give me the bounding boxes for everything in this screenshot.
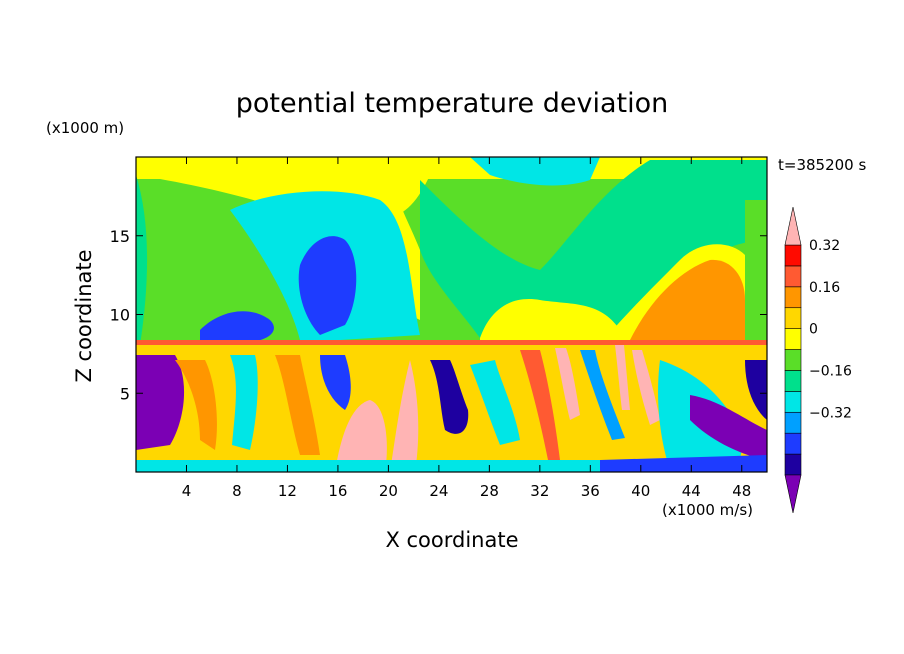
field-region	[520, 350, 560, 460]
x-ticks: 4 8 12 16 20 24 28 32 36 40 44 48	[182, 157, 751, 500]
x-tick-label: 40	[631, 482, 650, 500]
x-tick-label: 20	[379, 482, 398, 500]
field-region	[745, 200, 767, 345]
colorbar-tick-label: 0.32	[809, 238, 840, 254]
x-axis-unit: (x1000 m/s)	[662, 501, 754, 519]
y-ticks: 5 10 15	[110, 227, 767, 403]
x-tick-label: 4	[182, 482, 192, 500]
field-region	[430, 360, 469, 434]
x-tick-label: 44	[682, 482, 701, 500]
field-region	[615, 345, 630, 410]
field-region	[175, 360, 217, 450]
y-axis-unit: (x1000 m)	[46, 119, 125, 137]
x-tick-label: 32	[530, 482, 549, 500]
field-region	[136, 157, 500, 217]
field-region	[136, 340, 767, 345]
colorbar-band	[784, 411, 802, 434]
field-region	[630, 259, 745, 340]
y-tick-label: 5	[120, 384, 130, 403]
x-tick-label: 12	[278, 482, 297, 500]
field-region	[580, 350, 625, 440]
colorbar-extend-low	[784, 474, 802, 514]
y-tick-label: 15	[110, 227, 130, 246]
colorbar-band	[784, 244, 802, 267]
field-region	[136, 355, 185, 450]
colorbar-band	[784, 349, 802, 371]
colorbar: −0.32 −0.16 0 0.16 0.32	[784, 206, 852, 514]
field-region	[470, 360, 520, 445]
x-tick-label: 8	[232, 482, 242, 500]
colorbar-tick-label: −0.16	[809, 363, 852, 379]
contour-field	[136, 157, 767, 472]
x-tick-label: 16	[328, 482, 347, 500]
field-region	[275, 355, 320, 455]
field-region	[320, 355, 351, 410]
colorbar-band	[784, 265, 802, 288]
y-tick-label: 10	[110, 306, 130, 325]
x-axis-label: X coordinate	[385, 528, 519, 552]
colorbar-tick-label: −0.32	[809, 405, 852, 421]
field-region	[230, 355, 258, 450]
time-label: t=385200 s	[778, 156, 867, 174]
colorbar-band	[784, 286, 802, 309]
field-region	[136, 175, 148, 345]
field-region	[200, 311, 274, 342]
chart-title: potential temperature deviation	[235, 88, 669, 119]
field-region	[390, 360, 419, 472]
field-region	[420, 160, 767, 338]
x-tick-label: 48	[732, 482, 751, 500]
colorbar-band	[784, 370, 802, 392]
x-tick-label: 24	[429, 482, 448, 500]
field-region	[600, 455, 767, 472]
x-tick-label: 28	[480, 482, 499, 500]
field-region	[298, 236, 357, 335]
colorbar-band	[784, 328, 802, 350]
field-region	[480, 299, 620, 340]
field-region	[690, 395, 767, 460]
field-region	[555, 348, 580, 420]
colorbar-band	[784, 432, 802, 455]
x-tick-label: 36	[581, 482, 600, 500]
colorbar-band	[784, 391, 802, 413]
field-region	[632, 350, 660, 425]
colorbar-band	[784, 453, 802, 476]
field-region	[470, 157, 600, 186]
colorbar-band	[784, 307, 802, 329]
colorbar-extend-high	[784, 206, 802, 246]
colorbar-tick-label: 0.16	[809, 280, 840, 296]
field-region	[335, 400, 387, 472]
field-region	[745, 360, 767, 420]
colorbar-tick-label: 0	[809, 322, 818, 338]
